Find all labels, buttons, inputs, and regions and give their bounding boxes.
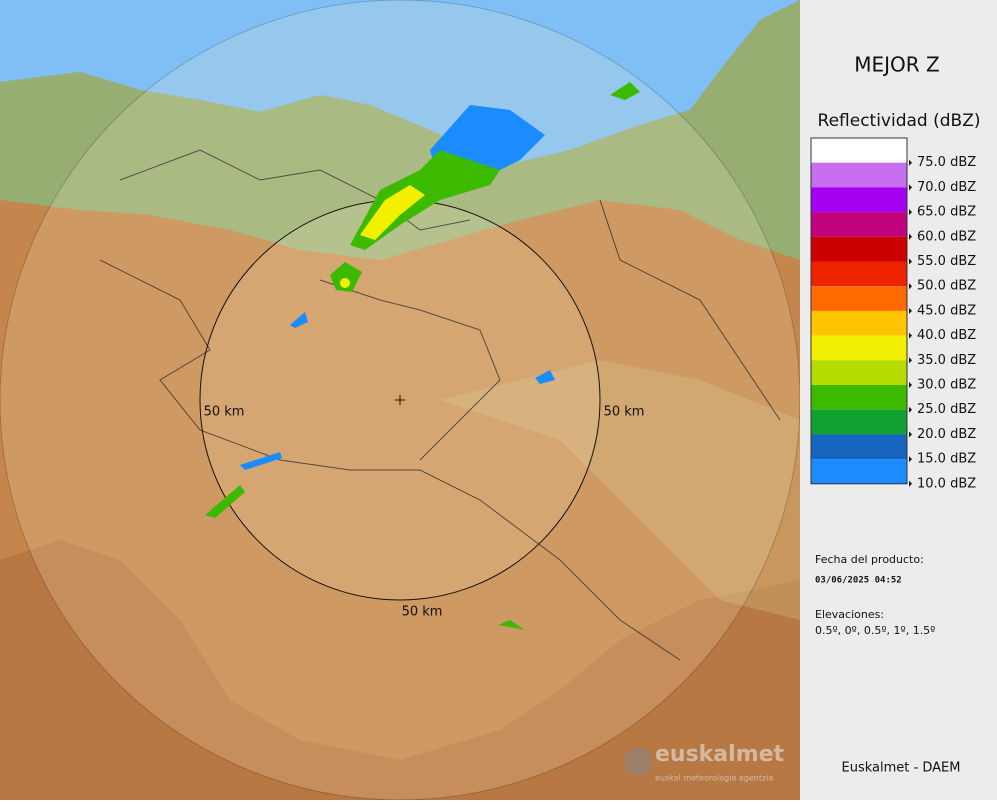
legend-tick bbox=[909, 357, 912, 364]
map: 50 km 50 km 50 km euskalmet euskal meteo… bbox=[0, 0, 801, 801]
legend-tick bbox=[909, 480, 912, 487]
logo: euskalmet euskal meteorologia agentzia bbox=[624, 742, 785, 783]
legend-label: 35.0 dBZ bbox=[917, 353, 976, 368]
legend-tick bbox=[909, 159, 912, 166]
legend-tick bbox=[909, 283, 912, 290]
sea bbox=[0, 0, 800, 162]
legend-swatch bbox=[811, 434, 907, 460]
legend-label: 20.0 dBZ bbox=[917, 427, 976, 442]
legend-label: 30.0 dBZ bbox=[917, 378, 976, 393]
legend-tick bbox=[909, 233, 912, 240]
legend-label: 70.0 dBZ bbox=[917, 180, 976, 195]
legend-swatch bbox=[811, 409, 907, 435]
legend-swatch bbox=[811, 261, 907, 287]
radar-echoes bbox=[205, 82, 640, 630]
range-label: 50 km bbox=[604, 405, 645, 420]
legend-label: 45.0 dBZ bbox=[917, 303, 976, 318]
radar-center bbox=[395, 395, 405, 405]
legend-tick bbox=[909, 184, 912, 191]
legend-swatch bbox=[811, 335, 907, 361]
legend-label: 60.0 dBZ bbox=[917, 229, 976, 244]
elevations-label: Elevaciones: bbox=[815, 608, 884, 621]
legend-label: 75.0 dBZ bbox=[917, 155, 976, 170]
date: 03/06/2025 04:52 bbox=[815, 576, 902, 586]
legend-label: 15.0 dBZ bbox=[917, 452, 976, 467]
mountains bbox=[0, 540, 800, 800]
legend-label: 40.0 dBZ bbox=[917, 328, 976, 343]
legend-swatch bbox=[811, 286, 907, 311]
legend-tick bbox=[909, 382, 912, 388]
legend-tick bbox=[909, 406, 912, 413]
legend-tick bbox=[909, 456, 912, 463]
legend-swatch bbox=[811, 310, 907, 336]
legend-swatch bbox=[811, 385, 907, 410]
legend-swatch bbox=[811, 162, 907, 188]
legend-swatch bbox=[811, 138, 907, 163]
legend-tick bbox=[909, 307, 912, 314]
side-panel: MEJOR Z Reflectividad (dBZ) 75.0 dBZ 70.0… bbox=[800, 0, 997, 800]
legend-label: 25.0 dBZ bbox=[917, 402, 976, 417]
legend: 75.0 dBZ 70.0 dBZ 65.0 dBZ 60.0 dBZ 55.0 dBZ… bbox=[810, 137, 976, 491]
legend-label: 55.0 dBZ bbox=[917, 254, 976, 269]
legend-label: 10.0 dBZ bbox=[917, 476, 976, 491]
plain bbox=[440, 360, 800, 620]
range-label: 50 km bbox=[402, 605, 443, 620]
logo-tagline: euskal meteorologia agentzia bbox=[655, 774, 773, 783]
legend-label: 50.0 dBZ bbox=[917, 279, 976, 294]
logo-name: euskalmet bbox=[655, 742, 785, 767]
coastal-hills bbox=[0, 0, 800, 260]
legend-swatch bbox=[811, 236, 907, 262]
legend-tick bbox=[909, 258, 912, 265]
legend-swatch bbox=[811, 212, 907, 237]
legend-swatch bbox=[811, 459, 907, 484]
elevations: 0.5º, 0º, 0.5º, 1º, 1.5º bbox=[815, 624, 935, 637]
legend-tick bbox=[909, 332, 912, 339]
legend-tick bbox=[909, 209, 912, 216]
legend-swatch bbox=[811, 360, 907, 385]
legend-label: 65.0 dBZ bbox=[917, 205, 976, 220]
range-label: 50 km bbox=[204, 405, 245, 420]
legend-swatch bbox=[811, 187, 907, 213]
legend-title: Reflectividad (dBZ) bbox=[818, 111, 981, 131]
legend-tick bbox=[909, 431, 912, 438]
date-label: Fecha del producto: bbox=[815, 553, 924, 566]
credit: Euskalmet - DAEM bbox=[842, 761, 961, 776]
legend-frame bbox=[810, 137, 908, 485]
borders bbox=[99, 149, 781, 661]
product-title: MEJOR Z bbox=[854, 53, 940, 77]
